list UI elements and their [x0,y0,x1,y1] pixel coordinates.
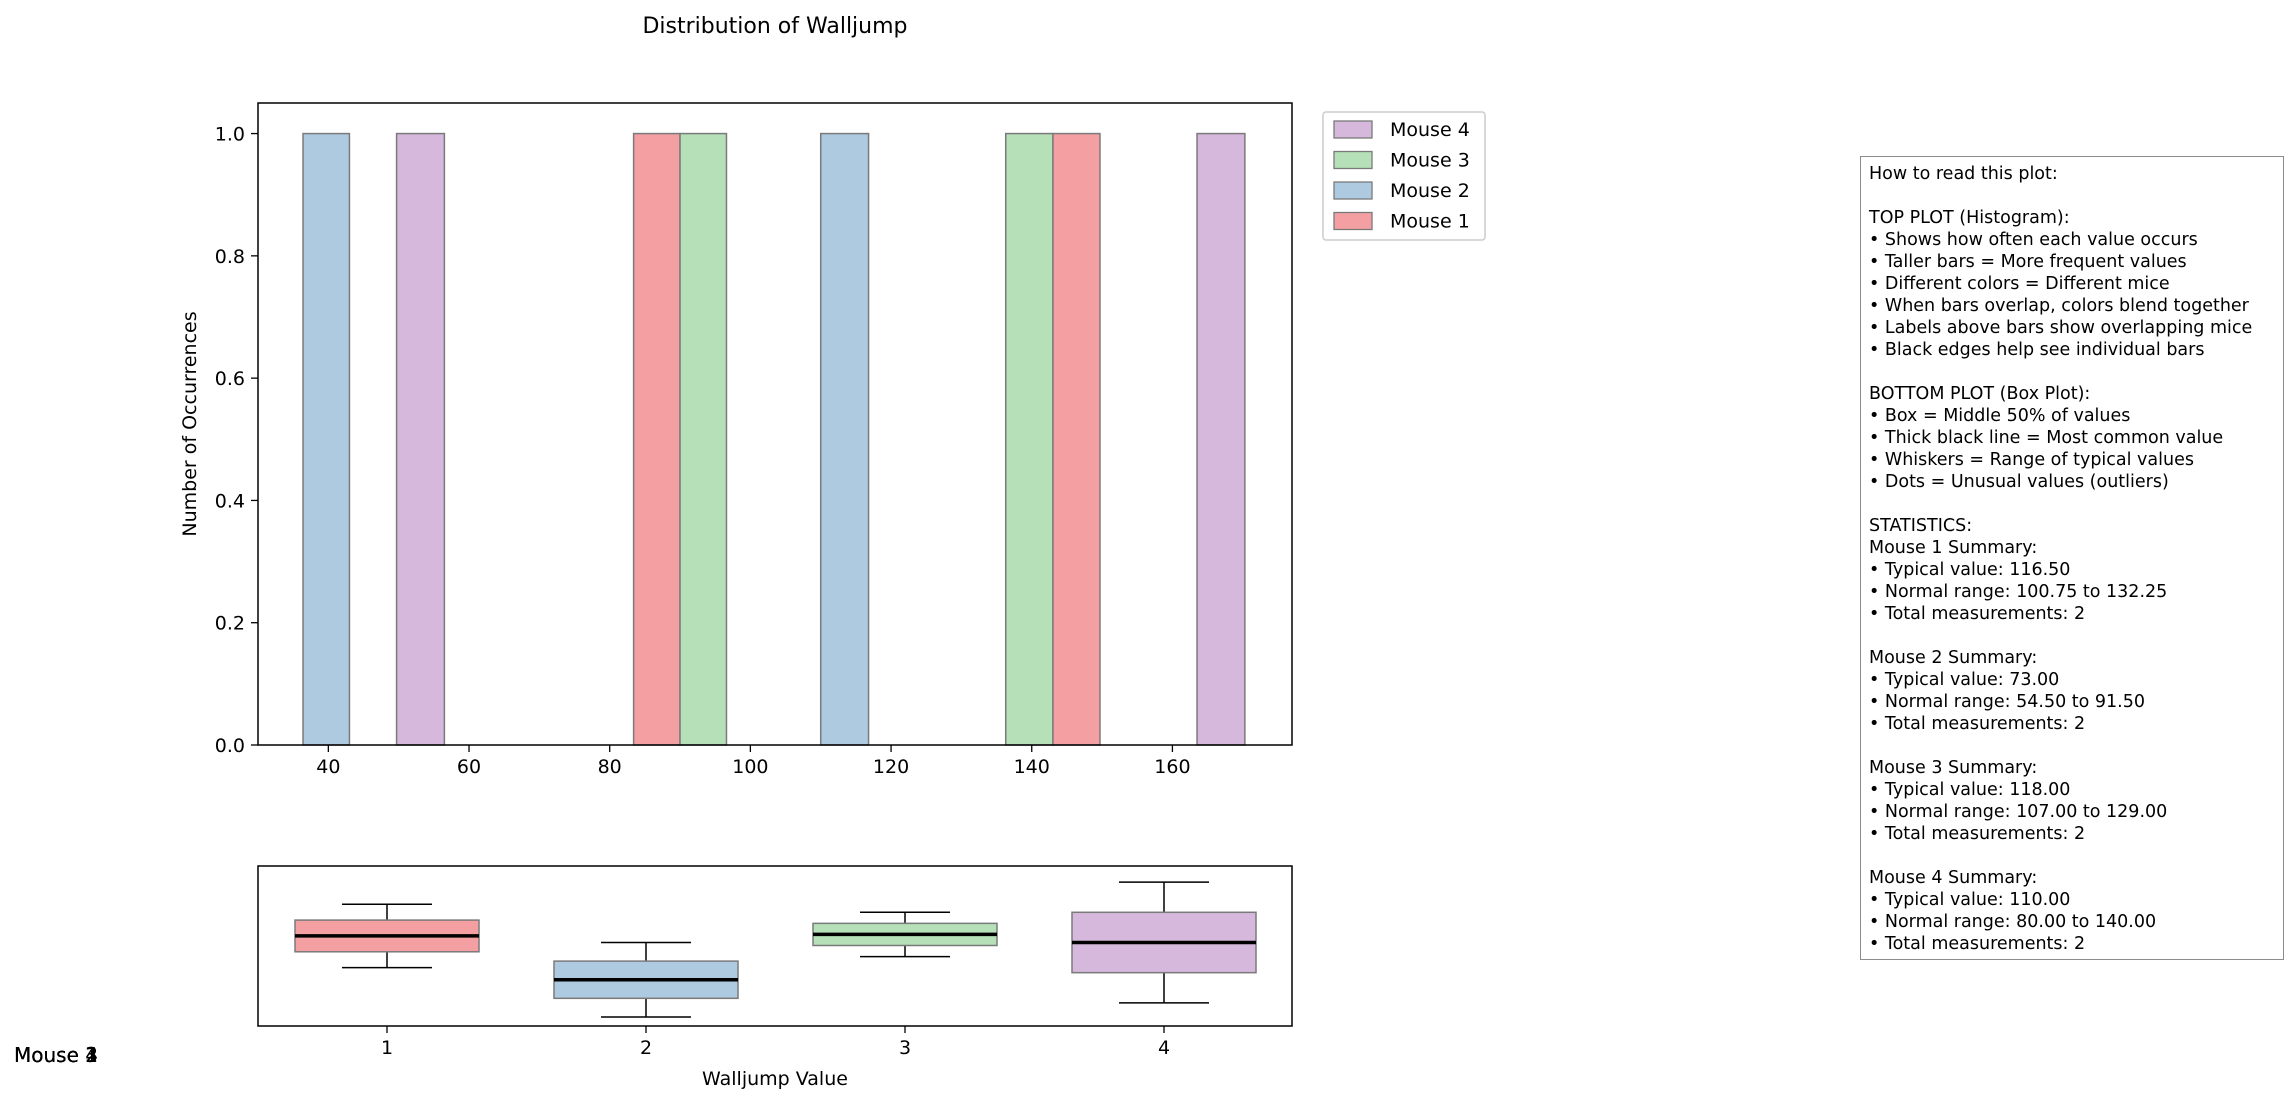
info-line: • Total measurements: 2 [1869,934,2086,954]
bar-mouse-3 [679,132,728,746]
y-tick-label: 0.0 [215,735,245,757]
info-line [1869,185,2275,207]
bar-mouse-2 [819,132,870,746]
y-tick-label: 0.2 [215,613,245,635]
info-line: Mouse 3 Summary: [1869,758,2038,778]
legend-label: Mouse 2 [1390,180,1470,202]
bar-mouse-4 [395,132,446,746]
info-line [1869,625,2275,647]
info-line: • Total measurements: 2 [1869,604,2086,624]
info-line: • Whiskers = Range of typical values [1869,450,2194,470]
bar-mouse-3 [1004,132,1054,746]
x-tick-label: 140 [1014,756,1050,778]
info-line: • Total measurements: 2 [1869,714,2086,734]
legend: Mouse 4 Mouse 3 Mouse 2 Mouse 1 [1322,111,1486,241]
x-tick-label: 100 [732,756,768,778]
legend-frame [1322,111,1486,241]
info-line: • Dots = Unusual values (outliers) [1869,472,2169,492]
overlap-label: Mouse 3 [14,1043,98,1067]
bar-mouse-1 [1052,132,1101,746]
y-tick-label: 1.0 [215,124,245,146]
bar-mouse-4 [1196,132,1246,746]
info-line: • Normal range: 54.50 to 91.50 [1869,692,2146,712]
info-line: • Typical value: 110.00 [1869,890,2071,910]
x-tick-label: 60 [457,756,481,778]
info-line: • Taller bars = More frequent values [1869,252,2187,272]
x-tick-label: 80 [598,756,622,778]
info-line: • Normal range: 100.75 to 132.25 [1869,582,2168,602]
x-tick-label: 120 [873,756,909,778]
info-line: • Black edges help see individual bars [1869,340,2205,360]
x-tick-label: 3 [899,1037,911,1059]
info-line: Mouse 4 Summary: [1869,868,2038,888]
legend-label: Mouse 3 [1390,150,1470,172]
legend-swatch [1333,150,1373,170]
overlap-label: Mouse 1 [14,1043,98,1067]
info-line: Mouse 2 Summary: [1869,648,2038,668]
y-tick-label: 0.6 [215,368,245,390]
info-line: BOTTOM PLOT (Box Plot): [1869,384,2091,404]
x-tick-label: 160 [1154,756,1190,778]
info-line: Mouse 1 Summary: [1869,538,2038,558]
info-line: • Normal range: 80.00 to 140.00 [1869,912,2157,932]
chart-title: Distribution of Walljump [642,14,907,39]
info-line: STATISTICS: [1869,516,1973,536]
info-line: • Typical value: 73.00 [1869,670,2060,690]
info-line: • Typical value: 118.00 [1869,780,2071,800]
box-plot-frame [257,865,1293,1027]
histogram-plot: Distribution of Walljump 40 60 80 100 120 140 1… [179,14,1293,778]
info-line: • Different colors = Different mice [1869,274,2170,294]
info-line: • Labels above bars show overlapping mic… [1869,318,2253,338]
x-tick-label: 1 [381,1037,393,1059]
box-plot: 1 2 3 4 Walljump Value [257,865,1293,1090]
y-tick-label: 0.4 [215,490,245,512]
info-line: • Normal range: 107.00 to 129.00 [1869,802,2168,822]
info-line [1869,735,2275,757]
info-line: • When bars overlap, colors blend togeth… [1869,296,2249,316]
overlap-label: Mouse 4 [14,1043,98,1067]
x-axis-label: Walljump Value [702,1068,848,1090]
legend-swatch [1333,120,1373,139]
x-tick-label: 40 [316,756,340,778]
legend-label: Mouse 1 [1390,211,1470,233]
legend-swatch [1333,211,1373,231]
legend-label: Mouse 4 [1390,119,1470,141]
bar-mouse-2 [302,132,351,746]
bar-mouse-1 [632,132,681,746]
legend-swatch [1333,181,1373,200]
info-line: • Shows how often each value occurs [1869,230,2198,250]
info-line [1869,361,2275,383]
info-line [1869,493,2275,515]
overlap-label: Mouse 2 [14,1043,98,1067]
x-tick-label: 2 [640,1037,652,1059]
info-line: • Typical value: 116.50 [1869,560,2071,580]
info-line: TOP PLOT (Histogram): [1869,208,2070,228]
y-axis-label: Number of Occurrences [179,311,201,536]
histogram-frame [257,102,1293,746]
info-line: • Thick black line = Most common value [1869,428,2224,448]
info-line: How to read this plot: [1869,164,2058,184]
y-tick-label: 0.8 [215,246,245,268]
info-line: • Box = Middle 50% of values [1869,406,2131,426]
info-line: • Total measurements: 2 [1869,824,2086,844]
x-tick-label: 4 [1158,1037,1170,1059]
how-to-read-box: How to read this plot: TOP PLOT (Histogra… [1860,156,2284,960]
info-line [1869,845,2275,867]
